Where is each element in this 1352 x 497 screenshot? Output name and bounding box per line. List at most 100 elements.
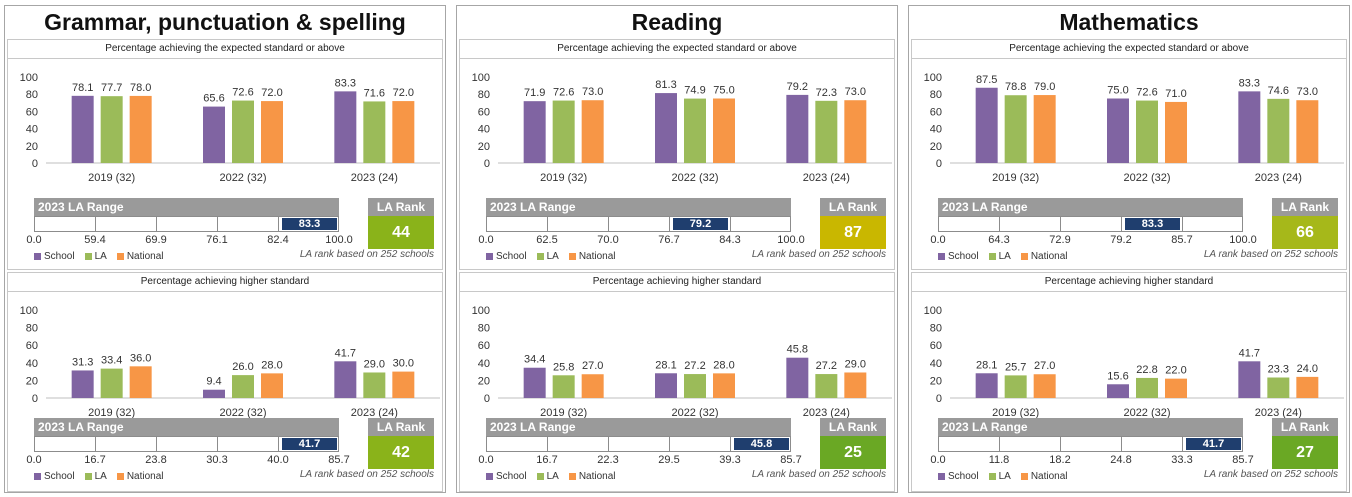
rank-note: LA rank based on 252 schools [1203,469,1338,480]
panel-title: Reading [631,9,723,35]
school-marker: 45.8 [734,438,789,450]
category-label: 2023 (24) [351,172,398,184]
range-tick: 85.7 [328,454,350,466]
data-label: 72.6 [232,87,253,99]
range-tick: 64.3 [988,234,1010,246]
bar-la [684,374,706,398]
data-label: 79.2 [787,81,808,93]
rank-note: LA rank based on 252 schools [299,249,434,260]
range-tick: 100.0 [1229,234,1257,246]
y-tick-label: 0 [32,393,38,405]
bar-national [1165,378,1187,398]
data-label: 78.8 [1005,81,1026,93]
legend-item: School [948,471,979,482]
bar-national [844,372,867,398]
data-label: 34.4 [524,354,545,366]
section-header: Percentage achieving the expected standa… [8,40,442,59]
range-tick: 72.9 [1049,234,1071,246]
rank-note: LA rank based on 252 schools [751,469,886,480]
higher-standard-section: Percentage achieving higher standard 0 20 4… [7,272,443,492]
data-label: 28.1 [976,359,997,371]
data-label: 75.0 [713,85,734,97]
legend-item: LA [94,471,107,482]
bar-national [1296,376,1319,398]
category-label: 2022 (32) [671,172,718,184]
range-tick: 100.0 [325,234,353,246]
data-label: 36.0 [130,352,151,364]
legend-swatch [536,253,544,260]
subject-panel: Reading Percentage achieving the expected… [456,5,898,493]
category-label: 2023 (24) [351,407,398,419]
y-tick-label: 40 [930,124,942,136]
rank-note: LA rank based on 252 schools [1203,249,1338,260]
range-segment [157,217,218,231]
la-range-title: 2023 LA Range [34,198,339,216]
y-tick-label: 60 [478,340,490,352]
range-segment [670,437,731,451]
legend-swatch [568,253,576,260]
la-rank-title: LA Rank [820,418,886,436]
legend-item: National [1030,471,1068,482]
y-tick-label: 0 [484,158,490,170]
range-segment [35,217,96,231]
bar-la [684,98,706,163]
bar-national [261,101,283,163]
la-rank-value: 25 [820,436,886,469]
range-tick: 0.0 [478,454,494,466]
data-label: 23.3 [1268,363,1289,375]
legend-item: LA [546,251,559,262]
la-range-title: 2023 LA Range [486,198,791,216]
legend-item: LA [94,251,107,262]
range-tick: 0.0 [930,234,946,246]
range-tick: 59.4 [84,234,106,246]
bar-national [392,371,415,398]
la-rank-title: LA Rank [368,198,434,216]
data-label: 45.8 [787,344,808,356]
range-tick: 85.7 [1171,234,1193,246]
data-label: 73.0 [582,86,603,98]
legend: School LA National [34,471,174,485]
legend-swatch [938,253,945,260]
data-label: 31.3 [72,356,93,368]
range-tick: 0.0 [478,234,494,246]
category-label: 2019 (32) [992,172,1039,184]
range-segment [939,437,1000,451]
legend-item: School [948,251,979,262]
data-label: 25.7 [1005,361,1026,373]
y-tick-label: 0 [936,393,942,405]
legend-swatch [568,473,576,480]
bar-national [581,374,604,398]
bar-national [392,101,415,163]
category-label: 2019 (32) [992,407,1039,419]
data-label: 74.6 [1268,85,1289,97]
la-rank-title: LA Rank [368,418,434,436]
category-label: 2022 (32) [1123,172,1170,184]
range-tick-labels: 0.0 11.8 18.2 24.8 33.3 85.7 [930,454,1268,468]
bar-la [232,375,254,398]
legend-swatch [1020,253,1028,260]
bar-la [232,100,254,163]
data-label: 72.0 [393,87,414,99]
data-label: 74.9 [684,85,705,97]
school-marker: 83.3 [1125,218,1180,230]
bar-la [815,100,838,163]
bar-la [815,374,838,398]
y-tick-label: 60 [26,106,38,118]
data-label: 41.7 [335,347,356,359]
bar-school [655,373,677,398]
data-label: 41.7 [1239,347,1260,359]
legend: School LA National [486,471,626,485]
legend-item: School [44,471,75,482]
higher-standard-section: Percentage achieving higher standard 0 20 4… [459,272,895,492]
bar-school [71,95,94,163]
y-tick-label: 60 [26,340,38,352]
legend-item: LA [998,251,1011,262]
y-tick-label: 20 [26,141,38,153]
data-label: 28.0 [713,359,734,371]
bar-national [129,366,152,398]
bar-chart: 0 20 40 60 80 100 31.3 33.4 36.0 2019 (32) 9.4 26.0… [20,305,440,419]
bar-school [334,91,357,163]
data-label: 79.0 [1034,81,1055,93]
legend: School LA National [938,251,1078,265]
legend-item: National [1030,251,1068,262]
